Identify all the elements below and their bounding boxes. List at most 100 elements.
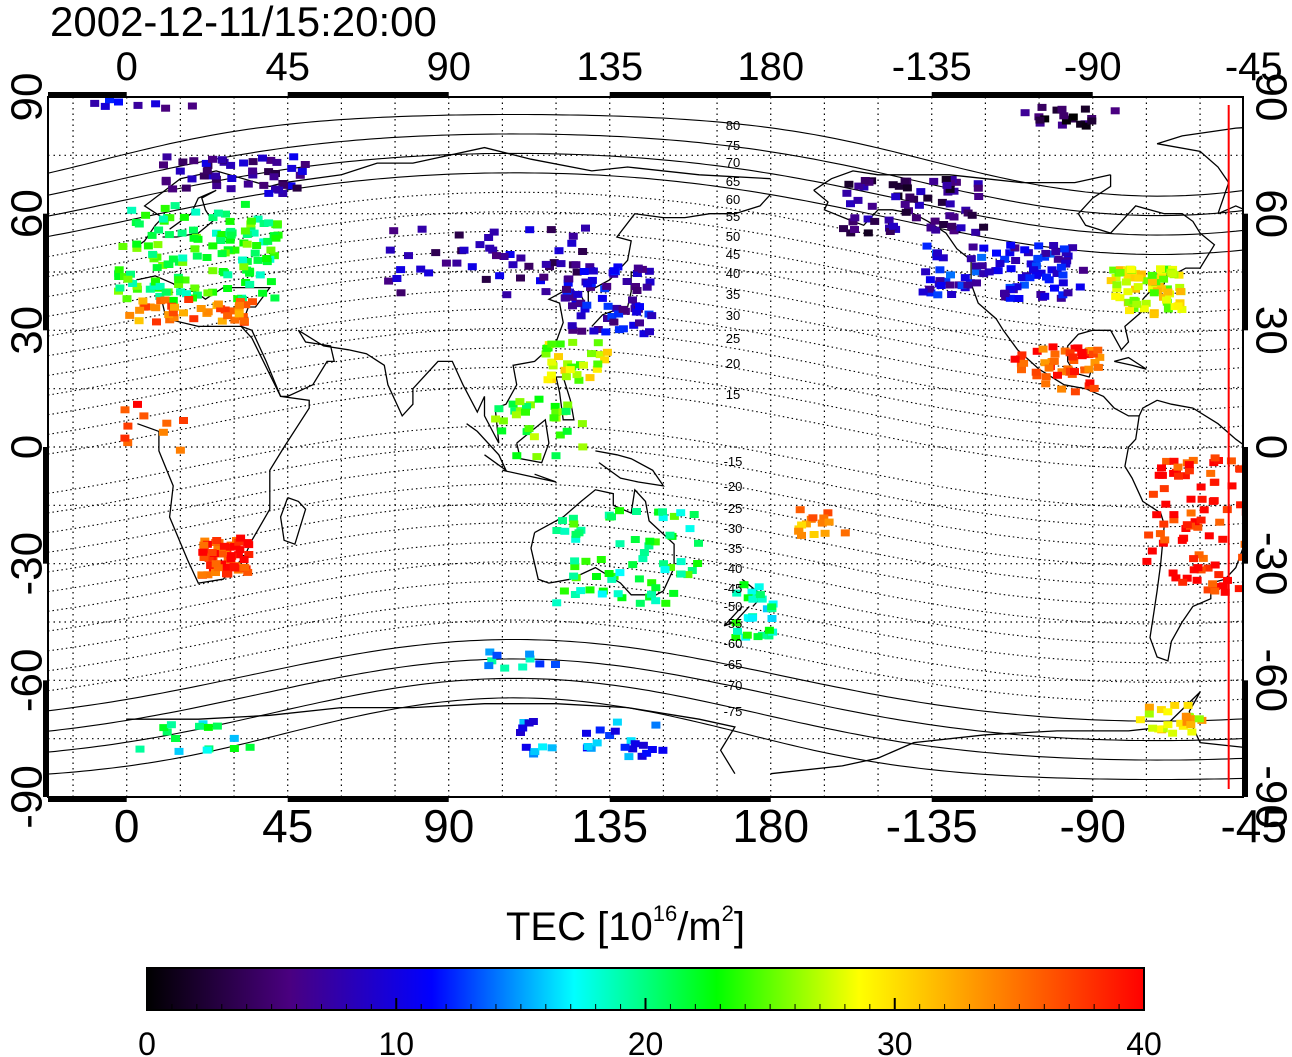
tec-cell — [1012, 283, 1022, 291]
tec-cell — [165, 214, 175, 222]
contour-label: -15 — [724, 454, 743, 469]
tec-cell — [154, 226, 164, 234]
tec-cell — [1058, 271, 1068, 279]
tec-cell — [1049, 242, 1059, 249]
tec-cell — [1019, 359, 1029, 367]
tec-cell — [122, 295, 132, 303]
tec-cell — [431, 249, 441, 257]
contour-label: -20 — [724, 479, 743, 494]
tec-cell — [264, 219, 274, 227]
tec-cell — [605, 732, 615, 739]
tec-cell — [1058, 279, 1068, 287]
tec-cell — [1014, 295, 1024, 302]
tec-cell — [1063, 289, 1073, 297]
tec-cell — [202, 746, 212, 754]
tec-cell — [128, 280, 138, 287]
tec-cell — [1169, 516, 1179, 524]
tec-cell — [842, 189, 852, 197]
colorbar-ticks: 0 10 20 30 40 — [138, 998, 1162, 1057]
y-tick-label-left: 60 — [3, 189, 52, 238]
tec-cell — [1087, 347, 1097, 354]
tec-cell — [573, 290, 583, 298]
tec-cell — [152, 318, 161, 326]
contour-label: -55 — [724, 616, 743, 631]
mag-lat-contour — [48, 250, 1243, 333]
tec-cell — [225, 217, 235, 225]
tec-cell — [549, 259, 559, 267]
tec-cell — [569, 520, 579, 528]
tec-cell — [820, 529, 830, 537]
tec-cell — [187, 102, 197, 110]
tec-cell — [1017, 366, 1026, 374]
tec-cell — [1176, 719, 1186, 727]
contour-label: 70 — [726, 155, 740, 170]
tec-cell — [1125, 307, 1134, 315]
tec-cell — [160, 296, 170, 304]
tec-cell — [516, 274, 525, 282]
tec-cell — [1078, 266, 1088, 274]
tec-cell — [243, 568, 253, 576]
mag-lat-contour — [48, 425, 1243, 508]
tec-cell — [217, 231, 227, 238]
y-tick-label-left: 90 — [3, 73, 52, 122]
tec-cell — [854, 182, 864, 190]
tec-cell — [213, 564, 223, 572]
tec-cell — [992, 249, 1001, 257]
tec-cell — [602, 282, 612, 290]
tec-cell — [1112, 281, 1122, 289]
tec-cell — [123, 422, 133, 430]
tec-cell — [1040, 292, 1050, 300]
tec-cell — [160, 204, 170, 212]
tec-cell — [248, 171, 258, 179]
tec-cell — [127, 206, 137, 214]
tec-cell — [931, 226, 941, 234]
tec-cell — [602, 348, 612, 356]
tec-cell — [1035, 116, 1045, 124]
tec-cell — [1206, 469, 1216, 477]
tec-cell — [217, 560, 226, 568]
tec-cell — [1193, 564, 1203, 572]
tec-cell — [957, 282, 967, 290]
mag-lat-contour — [48, 152, 1243, 236]
frame-bar — [48, 797, 127, 802]
tec-cell — [221, 210, 230, 218]
y-tick-label-left: 30 — [3, 306, 52, 355]
mag-lat-contour — [48, 502, 1243, 586]
tec-cell — [651, 597, 661, 605]
contour-label: 45 — [726, 247, 740, 262]
x-tick-label-bottom: -135 — [886, 800, 978, 852]
tec-cell — [933, 291, 943, 299]
tec-cell — [246, 217, 256, 225]
tec-cell — [576, 299, 586, 307]
tec-cell — [918, 288, 928, 296]
coastline — [1156, 127, 1243, 215]
tec-cell — [894, 182, 904, 190]
tec-cell — [1142, 557, 1152, 565]
tec-cell — [551, 452, 561, 460]
tec-cell — [1111, 292, 1121, 300]
tec-cell — [938, 254, 948, 262]
y-tick-label-right: -60 — [1246, 649, 1292, 713]
tec-cell — [454, 231, 464, 239]
tec-cell — [1173, 302, 1183, 310]
tec-cell — [615, 569, 625, 577]
tec-cell — [489, 228, 499, 236]
tec-cell — [742, 631, 752, 639]
tec-cell — [190, 245, 200, 253]
tec-cell — [753, 633, 763, 641]
tec-cell — [933, 249, 942, 257]
tec-cell — [264, 168, 274, 176]
frame-bar — [48, 92, 127, 97]
tec-cell — [145, 303, 155, 311]
tec-cell — [1084, 365, 1094, 373]
tec-cell — [519, 719, 529, 726]
tec-cell — [609, 318, 619, 326]
tec-cell — [199, 554, 209, 561]
tec-cell — [600, 356, 610, 364]
tec-cell — [498, 417, 508, 425]
tec-cell — [1226, 457, 1236, 465]
tec-cell — [212, 229, 221, 237]
tec-cell — [510, 407, 520, 415]
tec-cell — [392, 275, 402, 282]
mag-lat-contour — [48, 230, 1243, 314]
